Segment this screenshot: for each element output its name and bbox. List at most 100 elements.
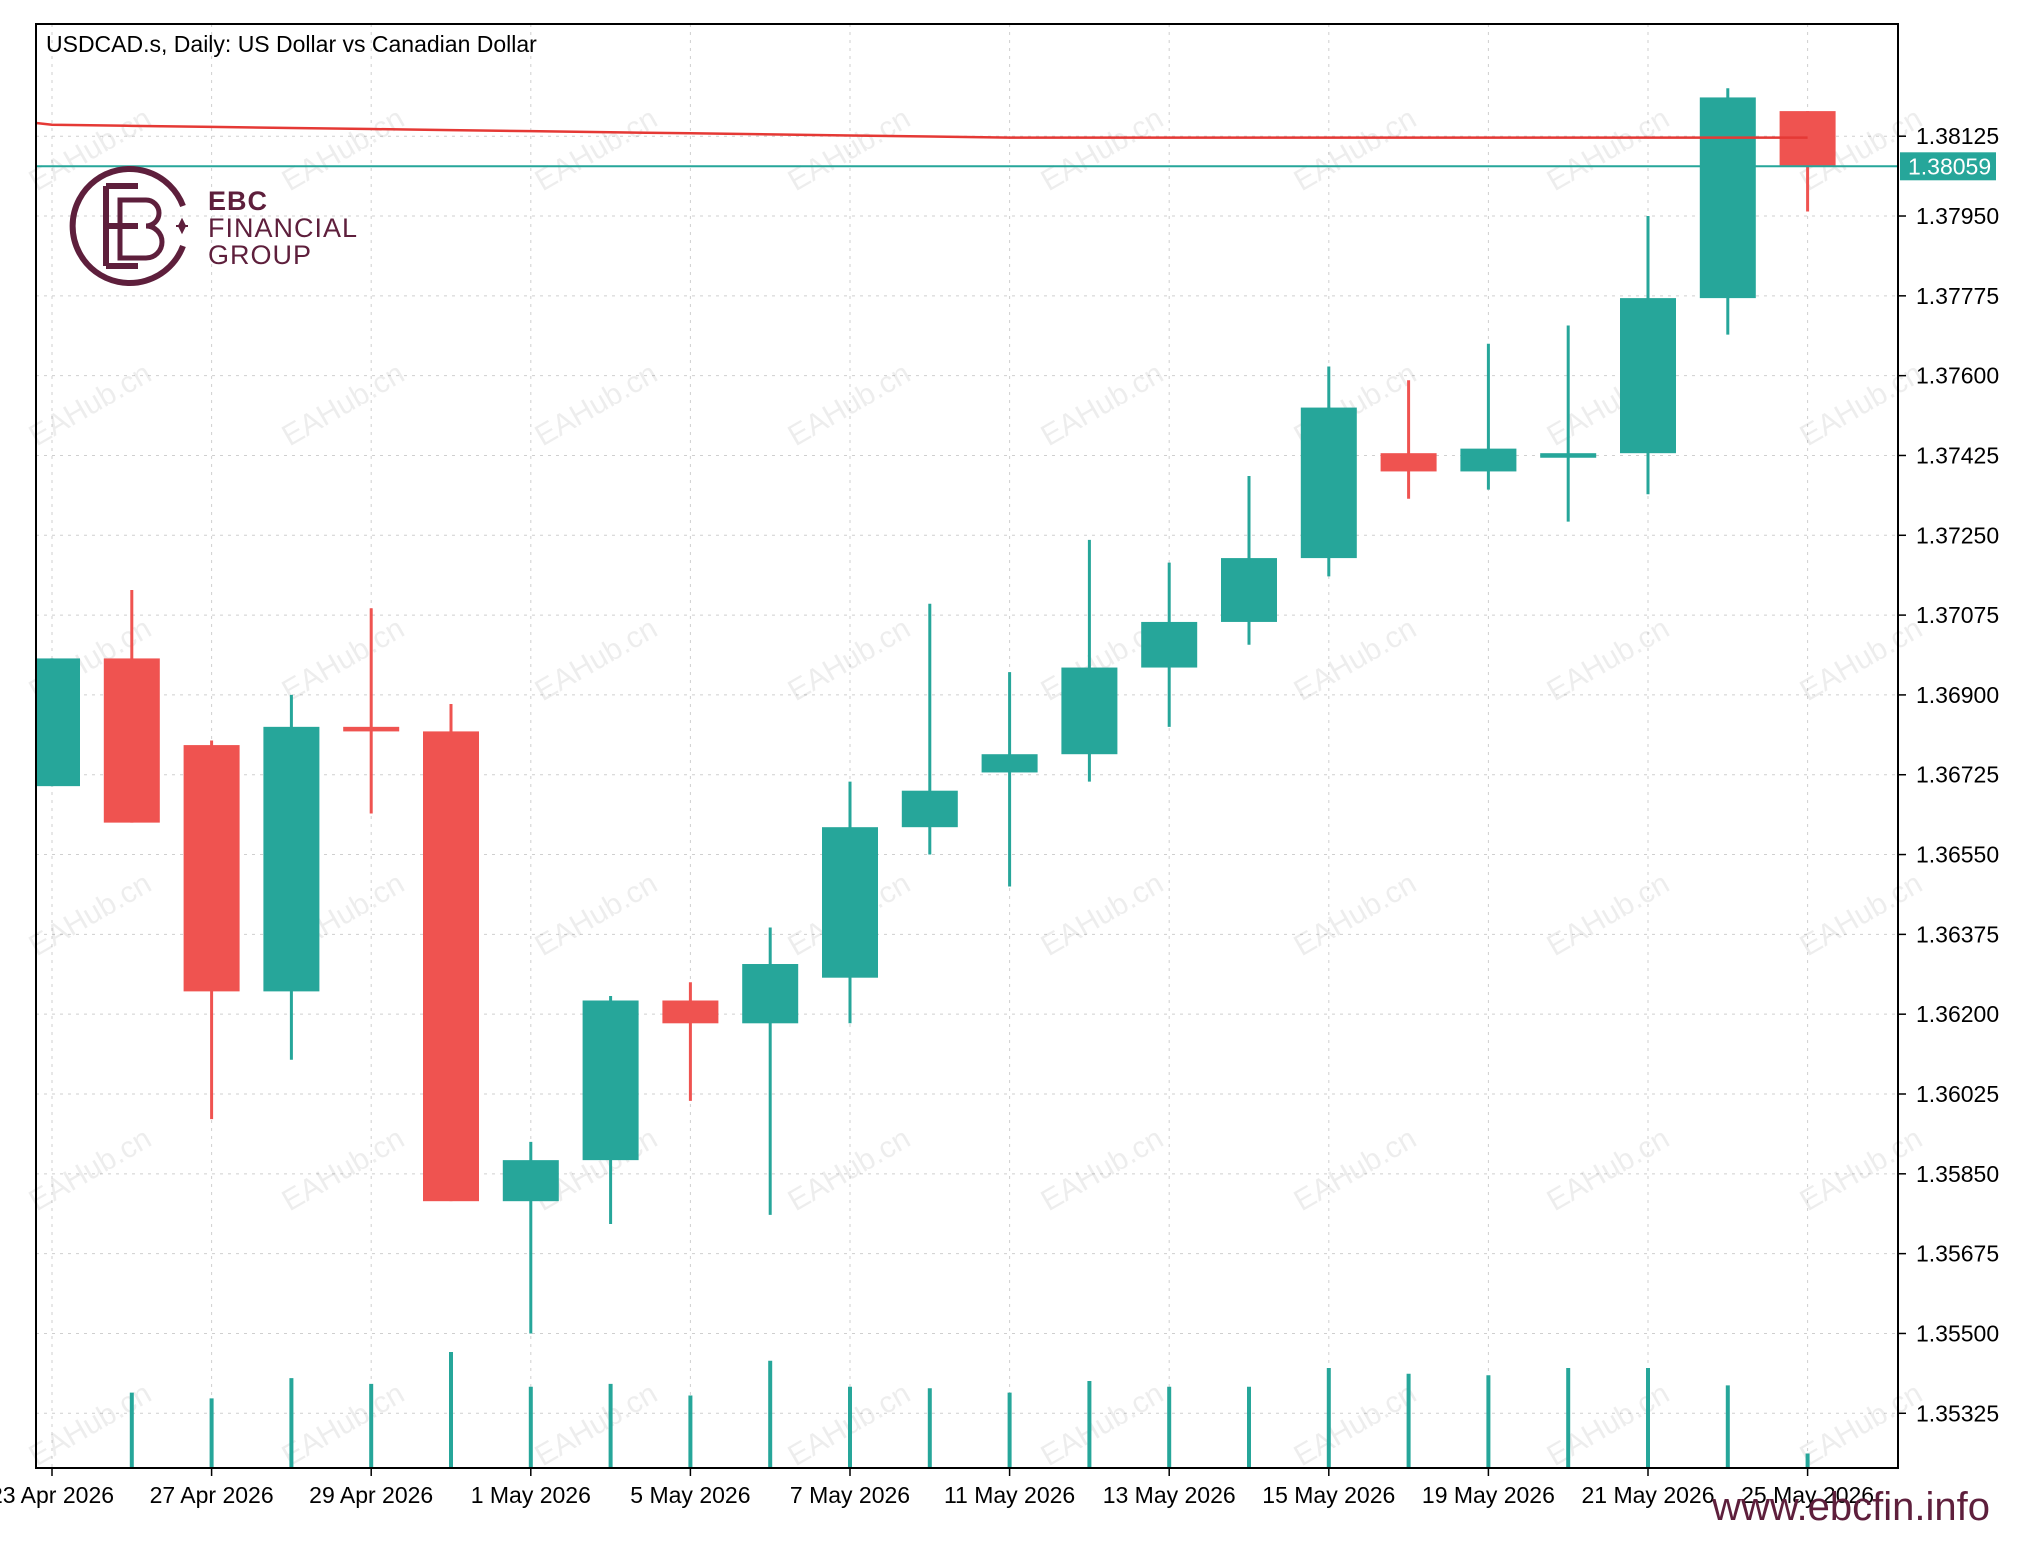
watermark-text: EAHub.cn xyxy=(24,357,157,453)
x-tick-label: 23 Apr 2026 xyxy=(0,1482,114,1508)
candles xyxy=(36,88,1836,1334)
candle-body xyxy=(1061,667,1118,755)
watermark-text: EAHub.cn xyxy=(1289,1377,1422,1473)
y-tick-label: 1.35850 xyxy=(1916,1161,1999,1187)
logo-text-group: GROUP xyxy=(208,240,313,270)
watermark-text: EAHub.cn xyxy=(24,867,157,963)
candle-body xyxy=(1221,558,1277,622)
candle-body xyxy=(423,731,479,1202)
candle-body xyxy=(822,827,878,978)
plot-border xyxy=(35,23,1899,1469)
candle-body xyxy=(742,964,799,1024)
candle-body xyxy=(1141,621,1198,668)
watermark-text: EAHub.cn xyxy=(530,1377,663,1473)
y-tick-label: 1.38125 xyxy=(1916,123,1999,149)
watermark-text: EAHub.cn xyxy=(24,1377,157,1473)
watermark-text: EAHub.cn xyxy=(783,357,916,453)
candle-body xyxy=(36,658,80,787)
watermark-text: EAHub.cn xyxy=(530,867,663,963)
watermark-text: EAHub.cn xyxy=(1542,867,1675,963)
y-tick-label: 1.36550 xyxy=(1916,842,1999,868)
x-tick-label: 27 Apr 2026 xyxy=(150,1482,274,1508)
x-axis: 23 Apr 2026 27 Apr 2026 29 Apr 2026 1 May 2… xyxy=(0,1468,1874,1508)
watermark-text: EAHub.cn xyxy=(277,357,410,453)
y-tick-label: 1.36900 xyxy=(1916,682,1999,708)
watermark-text: EAHub.cn xyxy=(277,1377,410,1473)
ebc-logo-mark xyxy=(69,166,188,286)
candle-body xyxy=(901,790,958,828)
y-tick-label: 1.36375 xyxy=(1916,921,1999,947)
watermark-text: EAHub.cn xyxy=(1289,867,1422,963)
candle-body xyxy=(1460,448,1517,472)
watermark-text: EAHub.cn xyxy=(530,612,663,708)
watermark-text: EAHub.cn xyxy=(1289,612,1422,708)
x-tick-label: 7 May 2026 xyxy=(790,1482,910,1508)
watermark-text: EAHub.cn xyxy=(277,102,410,198)
current-price-label: 1.38059 xyxy=(1908,153,1991,179)
y-tick-label: 1.37425 xyxy=(1916,442,1999,468)
watermark-text: EAHub.cn xyxy=(277,612,410,708)
y-tick-label: 1.37600 xyxy=(1916,363,1999,389)
y-tick-label: 1.37950 xyxy=(1916,203,1999,229)
watermark-text: EAHub.cn xyxy=(530,357,663,453)
watermark-text: EAHub.cn xyxy=(1542,612,1675,708)
logo-text-financial: FINANCIAL xyxy=(208,213,359,243)
current-price-badge xyxy=(1900,152,1996,181)
watermark-text: EAHub.cn xyxy=(1036,102,1169,198)
watermark-text: EAHub.cn xyxy=(1795,612,1928,708)
chart-title: USDCAD.s, Daily: US Dollar vs Canadian D… xyxy=(46,31,537,57)
watermark-text: EAHub.cn xyxy=(1036,1377,1169,1473)
y-tick-label: 1.36725 xyxy=(1916,762,1999,788)
candle-body xyxy=(343,726,400,732)
watermark-text: EAHub.cn xyxy=(277,1122,410,1218)
x-tick-label: 5 May 2026 xyxy=(630,1482,750,1508)
candle-body xyxy=(662,1000,719,1024)
candle-body xyxy=(1620,298,1676,454)
watermark-text: EAHub.cn xyxy=(530,102,663,198)
candle-body xyxy=(502,1160,559,1202)
candle-body xyxy=(981,754,1038,773)
watermark-text: EAHub.cn xyxy=(24,1122,157,1218)
candle-body xyxy=(263,726,320,992)
y-tick-label: 1.35500 xyxy=(1916,1320,1999,1346)
candle-body xyxy=(1699,97,1756,299)
moving-average-line xyxy=(36,121,1808,139)
watermark-text: EAHub.cn xyxy=(1795,357,1928,453)
watermark-text: EAHub.cn xyxy=(783,1122,916,1218)
x-tick-label: 29 Apr 2026 xyxy=(309,1482,433,1508)
watermark-text: EAHub.cn xyxy=(783,102,916,198)
candle-body xyxy=(582,1000,639,1161)
watermark-text: EAHub.cn xyxy=(1542,1377,1675,1473)
x-tick-label: 21 May 2026 xyxy=(1582,1482,1715,1508)
watermark-text: EAHub.cn xyxy=(1795,867,1928,963)
watermark-text: EAHub.cn xyxy=(1795,1122,1928,1218)
watermark-text: EAHub.cn xyxy=(1542,102,1675,198)
watermark-text: EAHub.cn xyxy=(1542,1122,1675,1218)
x-tick-label: 1 May 2026 xyxy=(471,1482,591,1508)
watermark-text: EAHub.cn xyxy=(1289,1122,1422,1218)
y-tick-label: 1.37250 xyxy=(1916,522,1999,548)
y-tick-label: 1.35675 xyxy=(1916,1241,1999,1267)
candle-body xyxy=(1380,453,1437,472)
x-tick-label: 19 May 2026 xyxy=(1422,1482,1555,1508)
y-tick-label: 1.36025 xyxy=(1916,1081,1999,1107)
x-tick-label: 13 May 2026 xyxy=(1103,1482,1236,1508)
candle-body xyxy=(103,658,160,823)
x-tick-label: 15 May 2026 xyxy=(1262,1482,1395,1508)
candle-body xyxy=(1300,407,1357,559)
watermark-text: EAHub.cn xyxy=(1795,1377,1928,1473)
logo-text-ebc: EBC xyxy=(208,186,269,216)
y-tick-label: 1.35325 xyxy=(1916,1400,1999,1426)
x-tick-label: 25 May 2026 xyxy=(1741,1482,1874,1508)
watermark-text: EAHub.cn xyxy=(783,612,916,708)
watermark-text: EAHub.cn xyxy=(1036,357,1169,453)
candle-body xyxy=(1540,453,1597,458)
x-tick-label: 11 May 2026 xyxy=(944,1482,1075,1508)
candle-body xyxy=(183,745,240,992)
y-tick-label: 1.36200 xyxy=(1916,1001,1999,1027)
website-url: www.ebcfin.info xyxy=(1712,1485,1990,1529)
watermark-text: EAHub.cn xyxy=(1036,867,1169,963)
volume-bars xyxy=(129,1352,1810,1468)
y-tick-label: 1.37075 xyxy=(1916,602,1999,628)
